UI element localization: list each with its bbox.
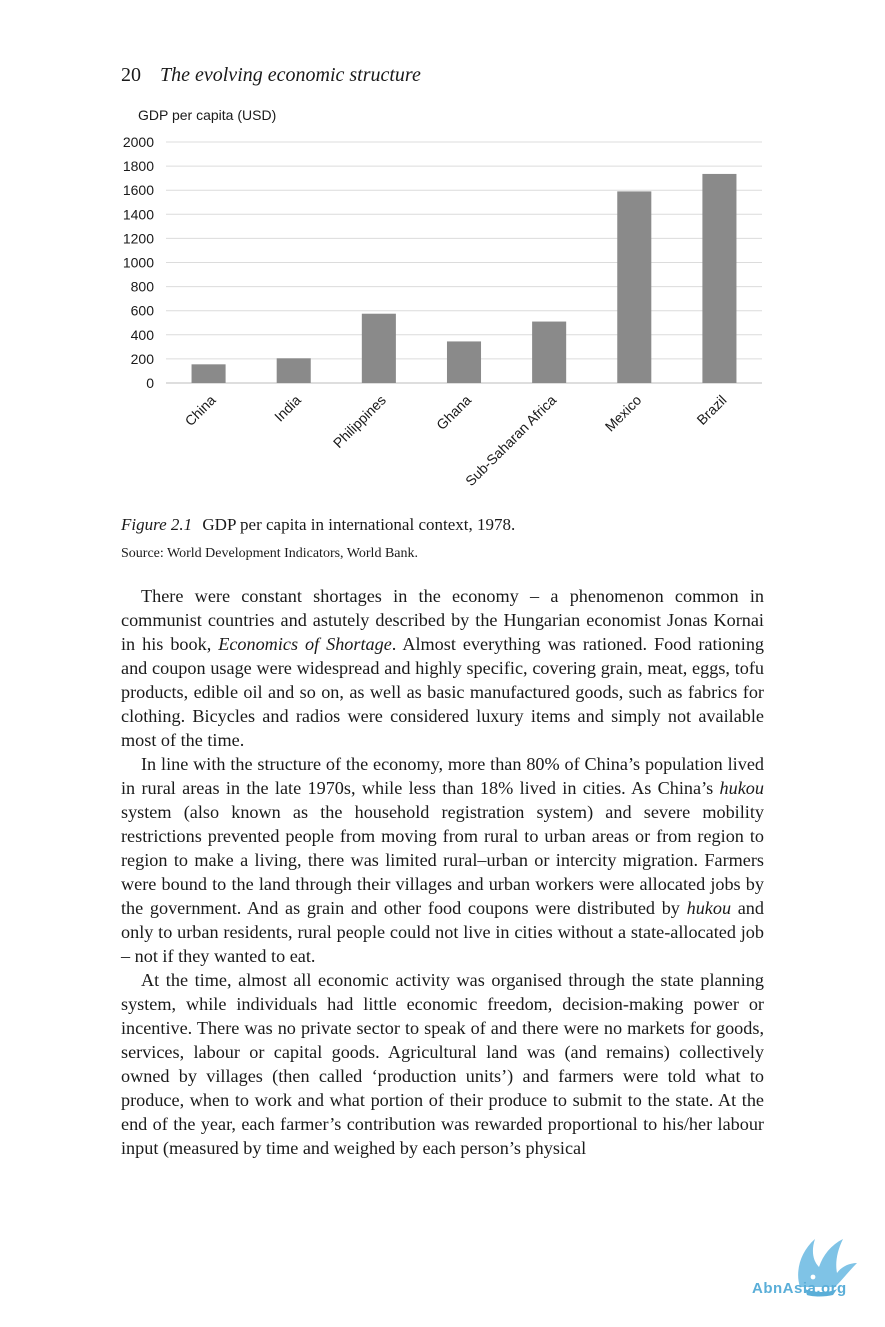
y-tick-label: 1000 xyxy=(123,255,154,271)
y-tick-label: 2000 xyxy=(123,134,154,150)
y-tick-label: 1800 xyxy=(123,158,154,174)
bar-chart: GDP per capita (USD) 0 200 400 600 800 1000 12… xyxy=(110,100,780,505)
x-tick-label: China xyxy=(182,392,219,429)
y-axis-label: GDP per capita (USD) xyxy=(138,107,276,123)
text-segment: In line with the structure of the econom… xyxy=(121,754,764,798)
x-tick-label: Sub-Saharan Africa xyxy=(462,392,559,489)
y-tick-labels: 0 200 400 600 800 1000 1200 1400 1600 1800 2000 xyxy=(123,134,154,391)
bar-sub-saharan-africa xyxy=(532,321,567,383)
chart-svg: GDP per capita (USD) 0 200 400 600 800 1000 12… xyxy=(123,107,762,489)
grid-lines xyxy=(166,141,762,384)
figure-caption-text: GDP per capita in international context,… xyxy=(202,515,516,534)
page-number: 20 xyxy=(121,64,141,86)
x-tick-label: Brazil xyxy=(693,392,729,428)
bird-logo-icon xyxy=(798,1239,857,1297)
y-tick-label: 1400 xyxy=(123,206,154,222)
running-title: The evolving economic structure xyxy=(160,64,421,86)
y-tick-label: 800 xyxy=(131,279,155,295)
x-tick-label: Philippines xyxy=(330,392,389,451)
y-tick-label: 400 xyxy=(131,327,155,343)
y-tick-label: 1200 xyxy=(123,230,154,246)
bar-brazil xyxy=(702,173,737,383)
watermark-text: AbnAsia.org xyxy=(752,1280,847,1297)
figure-label: Figure 2.1 xyxy=(121,515,193,534)
y-tick-label: 200 xyxy=(131,351,155,367)
bar-mexico xyxy=(617,191,652,383)
body-text: There were constant shortages in the eco… xyxy=(121,584,764,1160)
bar-india xyxy=(276,358,311,383)
text-segment: There were constant shortages in the eco… xyxy=(121,586,764,654)
x-tick-label: India xyxy=(271,392,304,425)
y-tick-label: 0 xyxy=(146,375,154,391)
bar-china xyxy=(191,364,226,383)
text-segment: system (also known as the household regi… xyxy=(121,802,764,918)
figure-source: Source: World Development Indicators, Wo… xyxy=(121,546,419,561)
running-head: 20 The evolving economic structure xyxy=(121,64,421,87)
text-segment: At the time, almost all economic activit… xyxy=(121,970,764,1158)
bar-ghana xyxy=(446,341,482,383)
paragraph: There were constant shortages in the eco… xyxy=(121,584,764,752)
bars xyxy=(191,173,737,383)
paragraph: At the time, almost all economic activit… xyxy=(121,968,764,1160)
y-tick-label: 1600 xyxy=(123,182,154,198)
italic-text: hukou xyxy=(719,778,764,798)
text-segment: . Almost everything was rationed. Food r… xyxy=(121,634,765,750)
text-segment: and only to urban residents, rural peopl… xyxy=(121,898,764,966)
italic-text: Economics of Shortage xyxy=(218,634,392,654)
figure-caption: Figure 2.1 GDP per capita in internation… xyxy=(121,515,515,535)
x-tick-label: Ghana xyxy=(433,392,474,433)
paragraph: In line with the structure of the econom… xyxy=(121,752,764,968)
italic-text: hukou xyxy=(686,898,732,918)
bar-philippines xyxy=(361,313,396,383)
y-tick-label: 600 xyxy=(131,303,155,319)
x-tick-label: Mexico xyxy=(602,392,645,435)
